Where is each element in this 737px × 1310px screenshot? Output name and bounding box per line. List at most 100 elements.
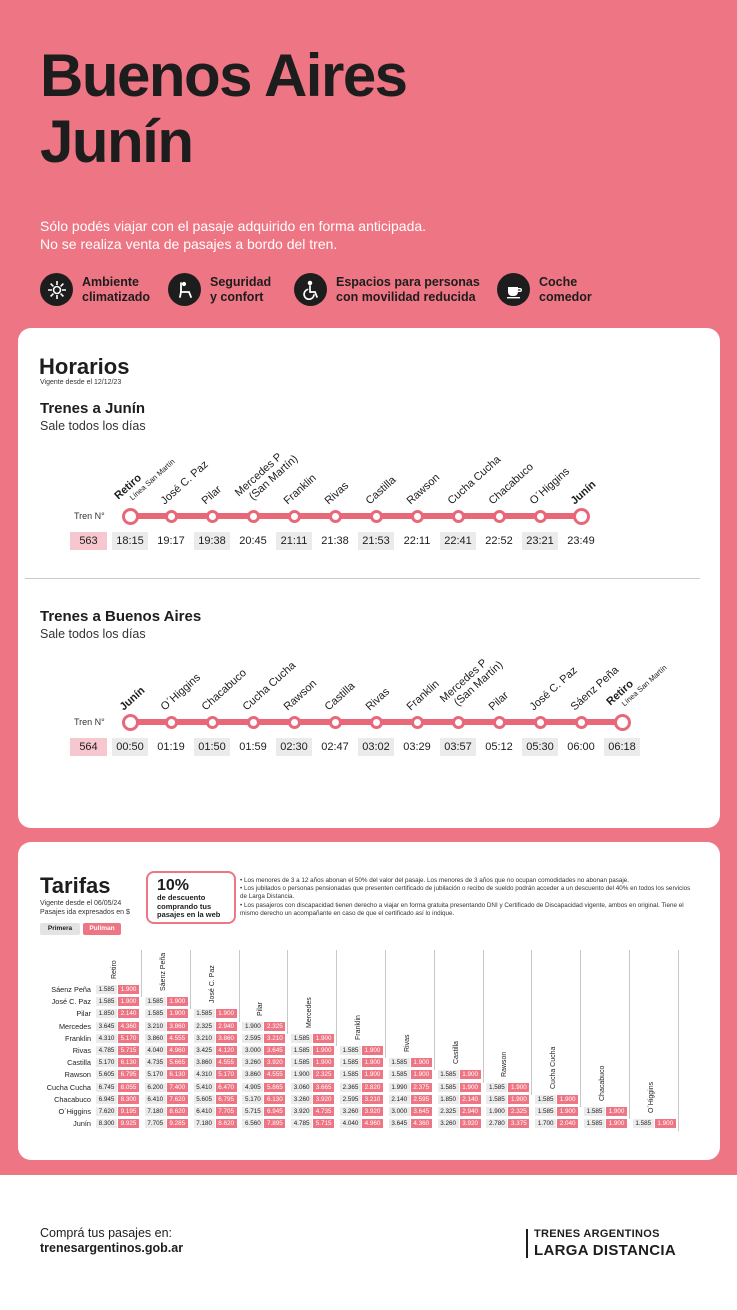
fare-primera: 4.905 [242,1082,264,1092]
station-dot [164,715,178,729]
fare-pullman: 5.865 [264,1082,286,1092]
fare-pullman: 5.715 [118,1046,139,1055]
departure-time: 20:45 [239,535,267,547]
fare-row-label: Pilar [76,1009,91,1019]
fare-primera: 1.585 [291,1046,313,1055]
departure-time: 19:17 [157,535,185,547]
fare-primera: 4.785 [96,1046,117,1055]
fare-pullman: 1.900 [118,985,139,994]
fare-primera: 3.425 [193,1046,215,1055]
fare-pullman: 1.900 [166,997,188,1007]
station-name: Rawson [405,472,443,508]
fare-primera: 3.000 [242,1046,264,1055]
fare-column-header: José C. Paz [208,965,216,1004]
fare-pullman: 6.470 [215,1082,237,1092]
station-dot [164,509,178,523]
departure-time: 22:11 [403,535,431,547]
fare-primera: 6.945 [96,1094,117,1104]
departure-time: 03:02 [358,738,394,756]
fare-primera: 1.850 [437,1094,459,1104]
fare-pullman: 1.900 [410,1058,432,1068]
fare-pullman: 1.900 [118,997,139,1007]
station-name: Rawson [281,678,320,714]
fare-primera: 3.645 [96,1021,117,1031]
fare-primera: 2.325 [437,1107,459,1116]
fare-pullman: 3.920 [362,1107,383,1116]
fare-pullman: 2.820 [362,1082,383,1092]
fare-pullman: 1.900 [508,1094,530,1104]
page-title: Buenos Aires Junín [40,46,408,178]
column-separator [385,950,386,1059]
fare-primera: 1.585 [486,1082,508,1092]
fare-column-header: Pilar [257,1001,265,1016]
station-name-text: Castilla [363,474,399,508]
fare-pullman: 1.900 [410,1070,432,1080]
fare-pullman: 8.300 [118,1094,139,1104]
wheelchair-icon [294,273,327,306]
fare-primera: 6.410 [193,1107,215,1116]
fare-primera: 4.785 [291,1119,313,1129]
fare-primera: 4.310 [96,1033,117,1043]
fare-primera: 1.900 [291,1070,313,1080]
train-number: 563 [70,532,107,550]
fare-column-header: Retiro [111,960,118,979]
fare-pullman: 1.900 [557,1107,579,1116]
fare-pullman: 1.900 [362,1046,383,1055]
departure-time: 06:00 [567,741,595,753]
fare-pullman: 3.920 [459,1119,481,1129]
fare-pullman: 2.940 [215,1021,237,1031]
fare-pullman: 4.555 [215,1058,237,1068]
station-dot [287,509,301,523]
fare-pullman: 8.620 [215,1119,237,1129]
fare-pullman: 2.325 [313,1070,335,1080]
fare-column-header: Castilla [452,1041,460,1065]
fare-row-label: Junín [73,1119,91,1129]
fare-primera: 1.585 [193,1009,215,1019]
fare-primera: 3.060 [291,1082,313,1092]
fare-pullman: 9.195 [118,1107,139,1116]
fare-pullman: 4.360 [118,1021,139,1031]
station-dot [369,509,383,523]
fare-primera: 1.585 [291,1058,313,1068]
discount-percent: 10% [157,877,190,894]
station-name: Rivas [323,480,351,508]
station-dot [572,507,590,525]
fare-primera: 8.300 [96,1119,117,1129]
fare-primera: 2.325 [193,1021,215,1031]
station-dot [246,509,260,523]
column-separator [287,950,289,1034]
fare-pullman: 1.900 [362,1070,383,1080]
departure-time: 01:50 [194,738,230,756]
station-name: Junín [118,685,148,714]
fare-pullman: 4.120 [215,1046,237,1055]
route-diagram-junin: Tren N° 563 Retiro Línea San Martín 18:15 Jos… [0,430,720,590]
fare-row-label: Mercedes [58,1021,91,1031]
brand-line: LARGA DISTANCIA [534,1242,676,1259]
station-name-text: Chacabuco [199,667,249,714]
column-separator [531,950,533,1095]
departure-time: 23:21 [522,532,558,550]
schedule-valid: Vigente desde el 12/12/23 [40,379,122,386]
footer-url-link[interactable]: trenesargentinos.gob.ar [40,1241,184,1255]
departure-time: 02:30 [276,738,312,756]
fare-column-header: Cucha Cucha [550,1046,558,1089]
intro-line: Sólo podés viajar con el pasaje adquirid… [40,218,427,234]
feature-label: Espacios para personas [336,275,480,290]
fare-pullman: 3.645 [264,1046,286,1055]
fare-pullman: 1.900 [459,1070,481,1080]
fare-pullman: 4.960 [362,1119,383,1129]
fare-row-label: José C. Paz [51,997,91,1007]
station-dot [533,715,547,729]
station-name-text: O´Higgins [158,671,203,714]
station-dot [121,713,139,731]
fare-pullman: 4.735 [313,1107,335,1116]
fare-pullman: 5.170 [215,1070,237,1080]
station-name: O´Higgins [528,466,572,508]
fare-pullman: 2.940 [459,1107,481,1116]
feature-label: Ambiente [82,275,139,290]
fare-primera: 3.645 [388,1119,410,1129]
fare-pullman: 2.040 [557,1119,579,1129]
station-name-text: Rawson [281,678,320,714]
fare-pullman: 1.900 [508,1082,530,1092]
fare-pullman: 6.130 [264,1094,286,1104]
